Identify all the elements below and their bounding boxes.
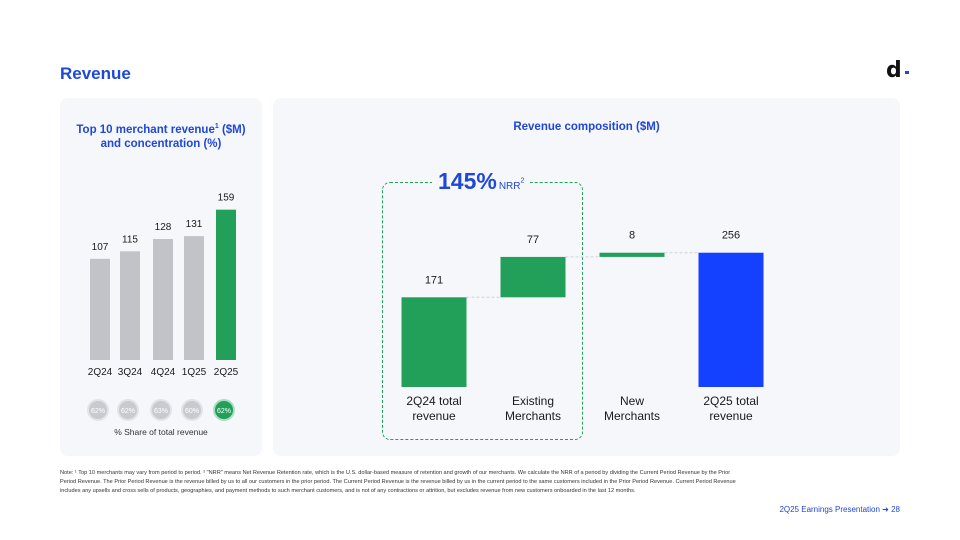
merchant-category-label: 3Q24 <box>118 367 143 378</box>
top-merchants-title: Top 10 merchant revenue1 ($M) and concen… <box>76 123 246 150</box>
merchant-category-label: 2Q24 <box>88 367 113 378</box>
revenue-composition-title: Revenue composition ($M) <box>513 121 660 133</box>
merchant-bar-1q25 <box>184 236 204 360</box>
share-circle <box>181 399 203 421</box>
merchant-value-label: 115 <box>122 234 138 245</box>
merchant-category-label: 1Q25 <box>182 367 207 378</box>
composition-category-label: revenue <box>709 409 753 423</box>
page-footer[interactable]: 2Q25 Earnings Presentation ➜ 28 <box>779 505 900 514</box>
nrr-name: NRR <box>498 181 521 192</box>
share-value-label: 60% <box>185 408 199 415</box>
merchant-bar-4q24 <box>153 238 173 360</box>
merchant-category-label: 4Q24 <box>151 367 176 378</box>
share-value-label: 62% <box>91 408 105 415</box>
nrr-sup: 2 <box>520 177 525 185</box>
nrr-value: 145% <box>438 168 497 194</box>
merchant-value-label: 131 <box>186 219 203 230</box>
composition-category-label: Existing <box>512 394 554 408</box>
page-title: Revenue <box>60 64 131 83</box>
share-circle <box>150 399 172 421</box>
share-value-label: 62% <box>217 408 231 415</box>
revenue-composition-panel: Revenue composition ($M) <box>273 98 900 456</box>
composition-bar-2 <box>500 256 566 298</box>
composition-bar-4 <box>698 252 764 387</box>
merchant-bar-2q24 <box>90 258 110 360</box>
merchant-bar-2q25 <box>216 209 236 360</box>
composition-category-label: 2Q25 total <box>703 394 758 408</box>
share-value-label: 62% <box>121 408 135 415</box>
nrr-label: 145% NRR2 <box>432 168 531 195</box>
share-circle <box>117 399 139 421</box>
composition-category-label: Merchants <box>505 409 561 423</box>
merchant-value-label: 128 <box>155 222 172 233</box>
merchant-bar-3q24 <box>120 251 140 360</box>
share-circle <box>87 399 109 421</box>
share-label: % Share of total revenue <box>114 427 208 437</box>
composition-bar-3 <box>599 252 665 257</box>
composition-category-label: Merchants <box>604 409 660 423</box>
composition-value-label: 8 <box>629 230 635 242</box>
composition-category-label: revenue <box>412 409 456 423</box>
share-value-label: 63% <box>154 408 168 415</box>
merchant-category-label: 2Q25 <box>214 367 239 378</box>
footnote: Note: ¹ Top 10 merchants may vary from p… <box>60 470 736 494</box>
composition-category-label: New <box>620 394 644 408</box>
merchant-value-label: 107 <box>92 242 109 253</box>
company-logo: d <box>886 58 902 83</box>
share-circle <box>213 399 235 421</box>
merchant-value-label: 159 <box>218 193 235 204</box>
logo-dot <box>905 71 909 74</box>
composition-bar-1 <box>401 297 467 387</box>
composition-value-label: 256 <box>722 230 740 242</box>
composition-value-label: 77 <box>527 234 539 246</box>
composition-category-label: 2Q24 total <box>406 394 461 408</box>
composition-value-label: 171 <box>425 274 443 286</box>
